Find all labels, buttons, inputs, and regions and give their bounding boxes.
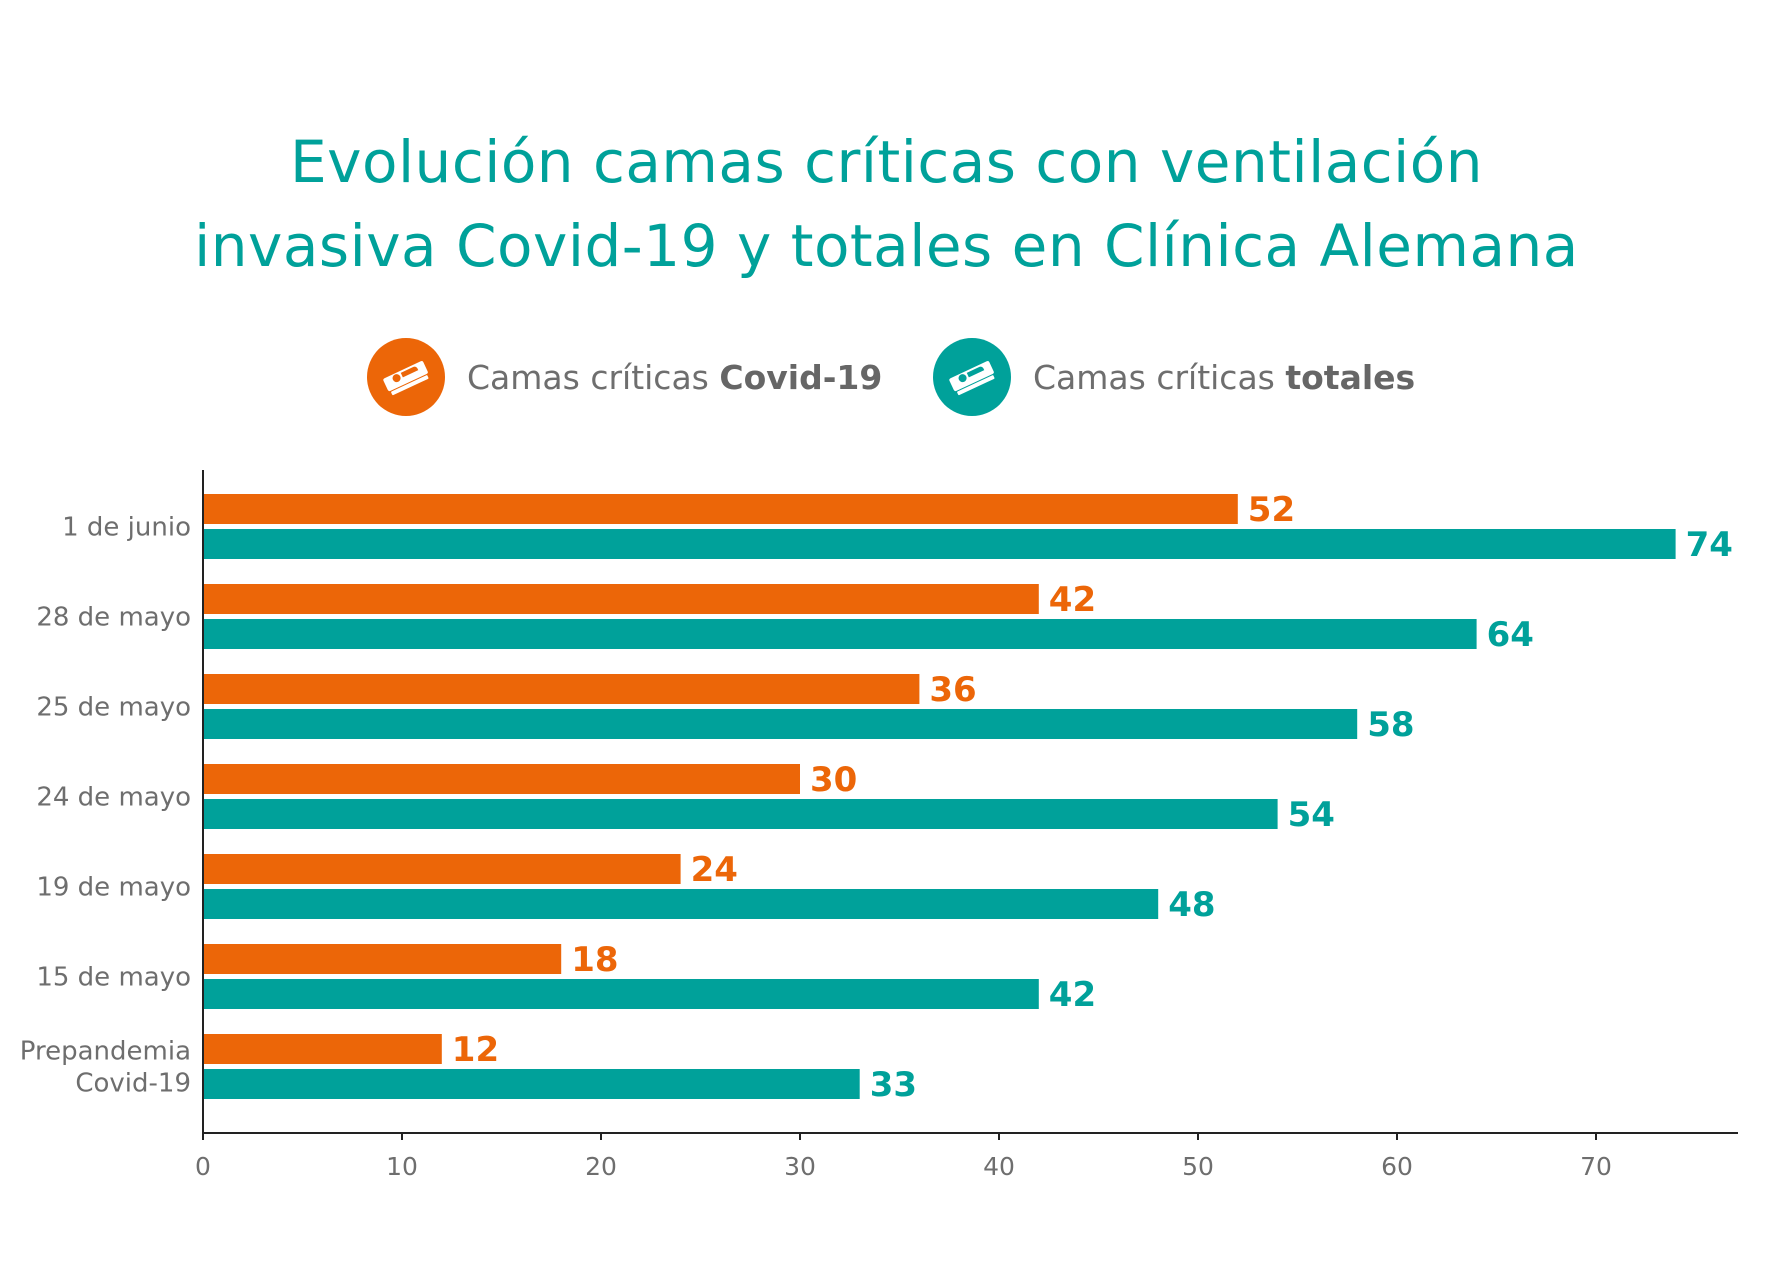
x-tick-label-1: 10	[386, 1152, 418, 1181]
value-label-covid-6: 12	[452, 1030, 499, 1070]
value-label-covid-1: 42	[1049, 580, 1096, 620]
x-tick-label-2: 20	[585, 1152, 617, 1181]
value-label-totales-6: 33	[870, 1065, 917, 1105]
hospital-bed-icon	[933, 338, 1011, 416]
bar-totales-4	[203, 889, 1159, 919]
value-labels-layer: 52 74 42 64 36 58 30 54 24 48 18 42 12 33	[452, 490, 1733, 1105]
value-label-totales-3: 54	[1288, 795, 1335, 835]
bar-covid-2	[203, 674, 920, 704]
chart-title: Evolución camas críticas con ventilación…	[0, 120, 1773, 288]
x-tick-label-6: 60	[1381, 1152, 1413, 1181]
x-tick-label-4: 40	[983, 1152, 1015, 1181]
category-labels-layer: 1 de junio 28 de mayo 25 de mayo 24 de mayo…	[20, 513, 191, 1099]
legend-label-covid: Camas críticas Covid-19	[467, 357, 883, 397]
bar-totales-2	[203, 709, 1358, 739]
category-label-6-0: Prepandemia	[20, 1037, 191, 1067]
bar-covid-4	[203, 854, 681, 884]
bar-totales-0	[203, 529, 1676, 559]
value-label-covid-3: 30	[810, 760, 857, 800]
category-label-1: 28 de mayo	[36, 603, 191, 633]
bar-totales-1	[203, 619, 1477, 649]
category-label-2: 25 de mayo	[36, 693, 191, 723]
bar-covid-6	[203, 1034, 442, 1064]
bar-totales-5	[203, 979, 1039, 1009]
legend-item-covid: Camas críticas Covid-19	[367, 337, 882, 417]
chart-title-line-1: Evolución camas críticas con ventilación	[289, 128, 1484, 196]
chart-legend: Camas críticas Covid-19 Camas críticas t…	[0, 337, 1773, 417]
value-label-covid-5: 18	[571, 940, 618, 980]
bar-covid-5	[203, 944, 562, 974]
bar-covid-0	[203, 494, 1238, 524]
x-tick-label-7: 70	[1580, 1152, 1612, 1181]
chart-title-line-2: invasiva Covid-19 y totales en Clínica A…	[194, 212, 1579, 280]
value-label-totales-5: 42	[1049, 975, 1096, 1015]
bar-covid-3	[203, 764, 800, 794]
category-label-6-1: Covid-19	[75, 1069, 191, 1099]
value-label-totales-1: 64	[1487, 615, 1534, 655]
axes-layer: 0 10 20 30 40 50 60 70	[195, 470, 1738, 1181]
bar-totales-6	[203, 1069, 860, 1099]
category-label-5: 15 de mayo	[36, 963, 191, 993]
value-label-totales-4: 48	[1168, 885, 1215, 925]
bar-totales-3	[203, 799, 1278, 829]
category-label-4: 19 de mayo	[36, 873, 191, 903]
category-label-3: 24 de mayo	[36, 783, 191, 813]
category-label-0: 1 de junio	[62, 513, 191, 543]
x-tick-label-0: 0	[195, 1152, 211, 1181]
value-label-covid-4: 24	[691, 850, 738, 890]
bars-layer	[203, 494, 1676, 1099]
hospital-bed-icon	[367, 338, 445, 416]
legend-label-totales: Camas críticas totales	[1033, 357, 1416, 397]
value-label-totales-2: 58	[1367, 705, 1414, 745]
value-label-covid-0: 52	[1248, 490, 1295, 530]
x-tick-label-5: 50	[1182, 1152, 1214, 1181]
legend-item-totales: Camas críticas totales	[933, 337, 1415, 417]
x-tick-label-3: 30	[784, 1152, 816, 1181]
value-label-covid-2: 36	[929, 670, 976, 710]
bar-covid-1	[203, 584, 1039, 614]
value-label-totales-0: 74	[1686, 525, 1733, 565]
